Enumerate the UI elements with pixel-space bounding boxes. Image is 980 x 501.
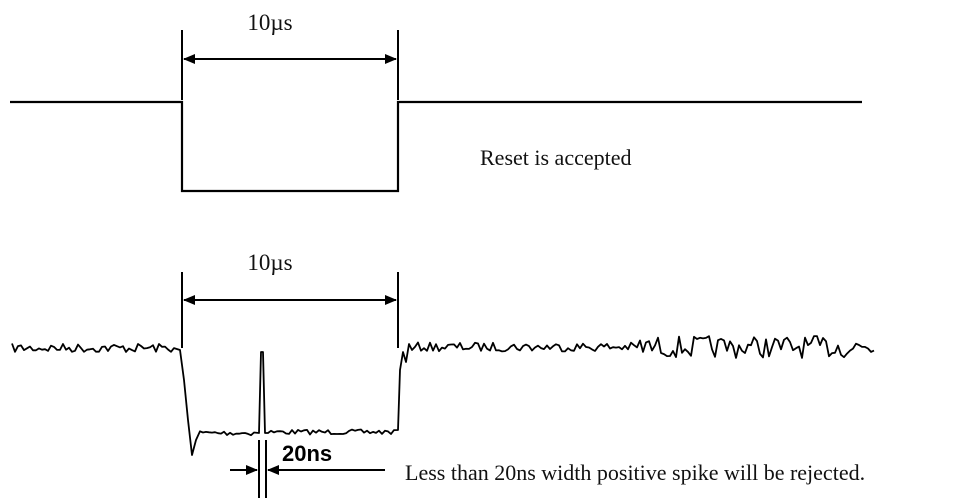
clean-reset-pulse <box>10 100 862 193</box>
accepted-caption: Reset is accepted <box>480 145 632 170</box>
noisy-reset-waveform <box>11 335 875 456</box>
clean-pulse-group: 10µs Reset is accepted <box>10 10 862 193</box>
top-width-label: 10µs <box>247 10 292 35</box>
rejected-caption: Less than 20ns width positive spike will… <box>405 460 865 485</box>
bottom-width-label: 10µs <box>247 250 292 275</box>
noisy-pulse-group: 10µs 20ns Less than 20ns width positive … <box>11 250 875 498</box>
spike-width-label: 20ns <box>282 441 332 466</box>
